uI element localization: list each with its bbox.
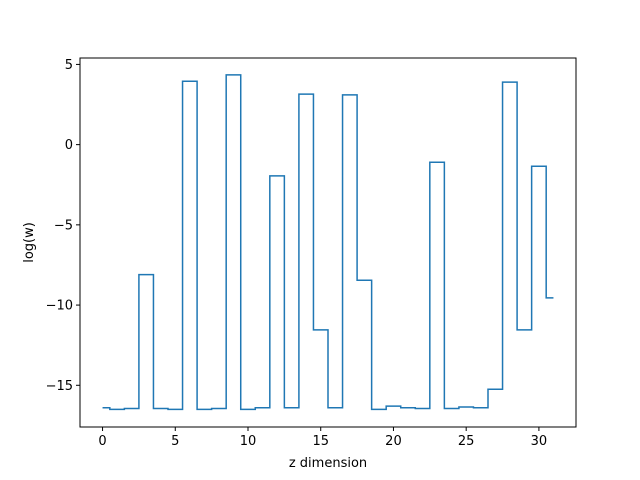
axis-ticks: 0 5 10 15 20 25 30 −15 −10 −5 0 5 bbox=[46, 58, 548, 449]
x-tick-label: 5 bbox=[171, 434, 179, 449]
x-tick-label: 15 bbox=[312, 434, 329, 449]
y-tick-label: −10 bbox=[46, 299, 73, 314]
x-tick-label: 30 bbox=[531, 434, 548, 449]
plot-frame bbox=[79, 57, 577, 428]
y-tick-label: 0 bbox=[65, 138, 73, 153]
y-tick-label: −15 bbox=[46, 379, 73, 394]
x-tick-label: 10 bbox=[240, 434, 257, 449]
x-axis-label: z dimension bbox=[289, 456, 367, 471]
data-series-line bbox=[102, 74, 554, 411]
y-tick-label: −5 bbox=[54, 218, 73, 233]
x-tick-label: 20 bbox=[385, 434, 402, 449]
y-tick-label: 5 bbox=[65, 58, 73, 73]
x-tick-label: 25 bbox=[458, 434, 475, 449]
x-tick-label: 0 bbox=[98, 434, 106, 449]
y-axis-label: log(w) bbox=[22, 222, 37, 263]
